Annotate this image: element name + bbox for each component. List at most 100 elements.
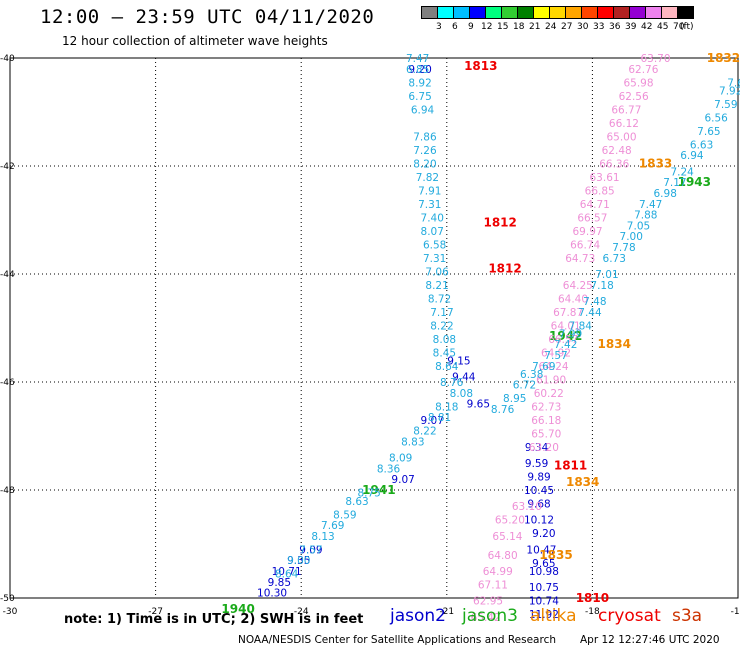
- data-label-swh2: 7.05: [627, 220, 650, 232]
- data-label-swh: 8.45: [433, 347, 456, 359]
- lat-tick-label: -44: [0, 270, 15, 280]
- data-label-altika: 1832: [707, 51, 740, 65]
- data-label-swh2: 6.73: [603, 253, 626, 265]
- data-label-jason2: 10.74: [529, 596, 559, 608]
- data-label-jason2: 9.85: [268, 577, 291, 589]
- data-label-swh2: 7.78: [612, 242, 635, 254]
- data-label-jason2: 11.92: [529, 609, 559, 621]
- data-label-jason2: 9.89: [527, 472, 550, 484]
- data-label-s3a: 64.92: [541, 347, 571, 359]
- data-label-s3a: 62.73: [531, 401, 561, 413]
- data-label-swh2: 7.00: [620, 231, 643, 243]
- data-label-s3a: 63.61: [590, 172, 620, 184]
- data-label-altika: 1834: [566, 475, 599, 489]
- data-label-cryosat: 1811: [554, 459, 587, 473]
- data-label-swh2: 6.98: [654, 188, 677, 200]
- legend-tick-label: 3: [436, 22, 442, 32]
- data-label-swh: 7.06: [425, 266, 449, 278]
- data-label-s3a: 66.57: [548, 334, 578, 346]
- data-label-jason2: 9.09: [299, 544, 322, 556]
- satellite-label-cryosat: cryosat: [598, 606, 661, 626]
- data-label-jason2: 9.07: [421, 415, 444, 427]
- data-label-altika: 1834: [598, 337, 631, 351]
- data-label-jason2: 10.71: [272, 566, 302, 578]
- data-label-swh: 7.17: [430, 307, 453, 319]
- data-label-swh: 6.94: [411, 104, 435, 116]
- legend-tick-label: 36: [609, 22, 621, 32]
- lon-tick-label: -30: [3, 607, 18, 617]
- data-label-swh2: 7.18: [590, 280, 613, 292]
- data-label-s3a: 66.77: [611, 104, 641, 116]
- data-label-swh2: 7.24: [670, 166, 694, 178]
- data-label-swh: 8.81: [428, 412, 451, 424]
- data-label-swh: 7.31: [423, 253, 446, 265]
- credit-line: NOAA/NESDIS Center for Satellite Applica…: [238, 634, 556, 646]
- data-label-s3a: 64.01: [551, 320, 581, 332]
- lat-tick-label: -42: [0, 162, 15, 172]
- map-frame: [9, 57, 739, 599]
- data-label-swh: 7.86: [413, 131, 437, 143]
- data-label-swh2: 7.48: [583, 296, 606, 308]
- data-label-s3a: 65.70: [531, 428, 561, 440]
- data-label-swh: 7.82: [416, 172, 439, 184]
- data-label-s3a: 65.98: [623, 77, 653, 89]
- data-label-s3a: 62.95: [473, 596, 503, 608]
- data-label-jason2: 9.44: [452, 372, 476, 384]
- data-label-swh: 7.69: [321, 520, 344, 532]
- data-label-swh: 8.20: [413, 158, 436, 170]
- data-label-s3a: 66.36: [599, 158, 629, 170]
- lat-tick-label: -48: [0, 486, 15, 496]
- data-label-swh2: 7.99: [559, 328, 582, 340]
- data-label-s3a: 63.20: [529, 442, 559, 454]
- data-label-jason2: 9.65: [532, 558, 555, 570]
- data-label-jason2: 10.47: [526, 544, 556, 556]
- data-label-s3a: 65.14: [492, 531, 522, 543]
- data-label-swh2: 7.88: [634, 210, 657, 222]
- data-label-s3a: 66.74: [570, 239, 600, 251]
- data-label-swh2: 7.01: [595, 269, 618, 281]
- data-label-jason2: 9.20: [408, 64, 431, 76]
- data-label-s3a: 64.99: [483, 566, 513, 578]
- data-label-swh2: 7.47: [639, 199, 662, 211]
- legend-tick-label: 42: [641, 22, 653, 32]
- data-label-swh2: 6.56: [704, 112, 728, 124]
- data-label-s3a: 65.00: [606, 131, 636, 143]
- data-label-jason2: 9.20: [532, 528, 555, 540]
- data-label-s3a: 64.71: [580, 199, 610, 211]
- data-label-swh: 8.72: [428, 293, 451, 305]
- data-label-cryosat: 1812: [488, 262, 521, 276]
- data-label-swh2: 7.44: [578, 307, 602, 319]
- data-label-swh: 7.57: [299, 544, 322, 556]
- legend-tick-label: 6: [452, 22, 458, 32]
- footer-note: note: 1) Time is in UTC; 2) SWH is in fe…: [64, 612, 364, 627]
- data-label-s3a: 61.90: [536, 374, 566, 386]
- data-label-jason3: 1940: [221, 602, 254, 616]
- data-label-s3a: 62.56: [619, 91, 649, 103]
- data-label-swh2: 7.59: [714, 99, 737, 111]
- legend-tick-label: 27: [561, 22, 573, 32]
- data-label-s3a: 65.42: [471, 612, 501, 624]
- legend-tick-label: 33: [593, 22, 605, 32]
- data-label-swh2: 7.6: [727, 77, 740, 89]
- data-label-jason2: 10.30: [257, 588, 287, 600]
- data-label-jason2: 10.45: [524, 485, 554, 497]
- data-label-swh: 7.91: [418, 185, 441, 197]
- data-label-jason2: 9.68: [527, 499, 550, 511]
- data-label-swh2: 7.69: [532, 361, 555, 373]
- data-label-swh: 6.58: [423, 239, 446, 251]
- data-label-s3a: 64.24: [539, 361, 569, 373]
- data-label-swh2: 7.84: [569, 320, 593, 332]
- data-label-swh: 8.18: [435, 401, 458, 413]
- data-label-s3a: 64.40: [558, 293, 588, 305]
- data-label-swh: 8.59: [333, 509, 356, 521]
- data-label-s3a: 62.48: [602, 145, 632, 157]
- data-label-s3a: 66.57: [577, 212, 607, 224]
- satellite-label-jason3: jason3: [462, 606, 518, 626]
- data-label-jason3: 1943: [678, 175, 711, 189]
- lon-tick-label: -15: [731, 607, 740, 617]
- data-label-swh2: 7.17: [663, 177, 686, 189]
- data-label-swh2: 7.57: [544, 350, 567, 362]
- data-label-swh: 8.22: [430, 320, 453, 332]
- data-label-jason3: 1941: [362, 483, 395, 497]
- satellite-label-jason2: jason2: [390, 606, 446, 626]
